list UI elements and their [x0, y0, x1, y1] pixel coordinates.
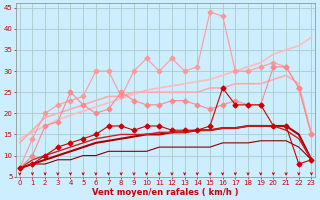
- X-axis label: Vent moyen/en rafales ( km/h ): Vent moyen/en rafales ( km/h ): [92, 188, 239, 197]
